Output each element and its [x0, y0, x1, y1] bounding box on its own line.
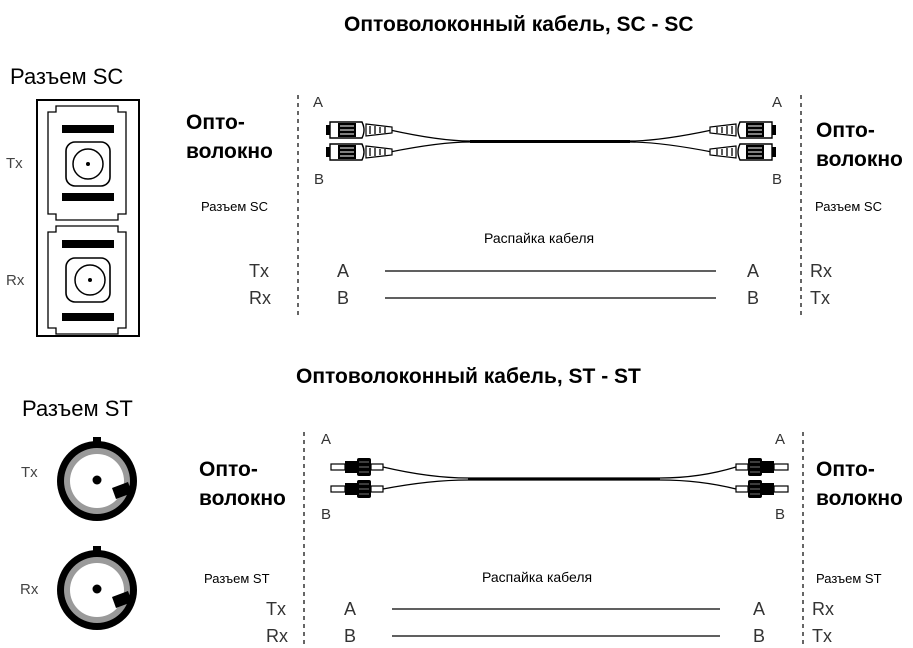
st-pin-left-rx: Rx: [266, 626, 288, 646]
sc-conn-right-label: Разъем SC: [815, 199, 882, 214]
pinout-wires: [385, 270, 720, 637]
sc-port-rx-label: Rx: [6, 272, 25, 289]
st-fiber-right-2: волокно: [816, 487, 903, 510]
sc-pin-b-left: B: [337, 288, 350, 308]
st-pin-b-left: B: [344, 626, 357, 646]
st-end-a-left: A: [321, 431, 332, 448]
sc-fiber-right-1: Опто-: [816, 119, 875, 142]
sc-pin-left-rx: Rx: [249, 288, 271, 308]
sc-end-b-right: B: [772, 171, 783, 188]
sc-cable-title: Оптоволоконный кабель, SC - SC: [344, 13, 694, 36]
st-end-b-left: B: [321, 506, 332, 523]
st-fiber-left-2: волокно: [199, 487, 286, 510]
st-end-a-right: A: [775, 431, 786, 448]
st-port-rx-label: Rx: [20, 581, 39, 598]
sc-pin-a-right: A: [747, 261, 760, 281]
st-pinout-title: Распайка кабеля: [482, 569, 593, 585]
st-conn-left-label: Разъем ST: [204, 571, 270, 586]
sc-pinout-title: Распайка кабеля: [484, 230, 595, 246]
st-fiber-left-1: Опто-: [199, 458, 258, 481]
boundary-lines: [297, 95, 804, 648]
st-pin-b-right: B: [753, 626, 766, 646]
st-pin-left-tx: Tx: [266, 599, 286, 619]
st-conn-right-label: Разъем ST: [816, 571, 882, 586]
st-fiber-right-1: Опто-: [816, 458, 875, 481]
sc-pin-left-tx: Tx: [249, 261, 269, 281]
sc-port-tx-label: Tx: [6, 155, 23, 172]
sc-connector-header: Разъем SC: [10, 64, 124, 89]
st-pin-right-rx: Rx: [812, 599, 834, 619]
st-pin-a-left: A: [344, 599, 357, 619]
sc-fiber-left-1: Опто-: [186, 111, 245, 134]
st-connector-header: Разъем ST: [22, 396, 133, 421]
st-cable: [330, 457, 789, 499]
sc-end-a-right: A: [772, 94, 783, 111]
st-pin-a-right: A: [753, 599, 766, 619]
sc-conn-left-label: Разъем SC: [201, 199, 268, 214]
sc-cable: [325, 121, 777, 161]
sc-fiber-right-2: волокно: [816, 148, 903, 171]
st-pin-right-tx: Tx: [812, 626, 832, 646]
sc-port-panel: [36, 99, 140, 337]
sc-pin-a-left: A: [337, 261, 350, 281]
sc-end-b-left: B: [314, 171, 325, 188]
sc-pin-b-right: B: [747, 288, 760, 308]
st-end-b-right: B: [775, 506, 786, 523]
sc-fiber-left-2: волокно: [186, 140, 273, 163]
sc-end-a-left: A: [313, 94, 324, 111]
st-port-rx: [57, 546, 137, 630]
sc-pin-right-rx: Rx: [810, 261, 832, 281]
st-cable-title: Оптоволоконный кабель, ST - ST: [296, 365, 641, 388]
st-port-tx: [57, 437, 137, 521]
st-port-tx-label: Tx: [21, 464, 38, 481]
sc-pin-right-tx: Tx: [810, 288, 830, 308]
